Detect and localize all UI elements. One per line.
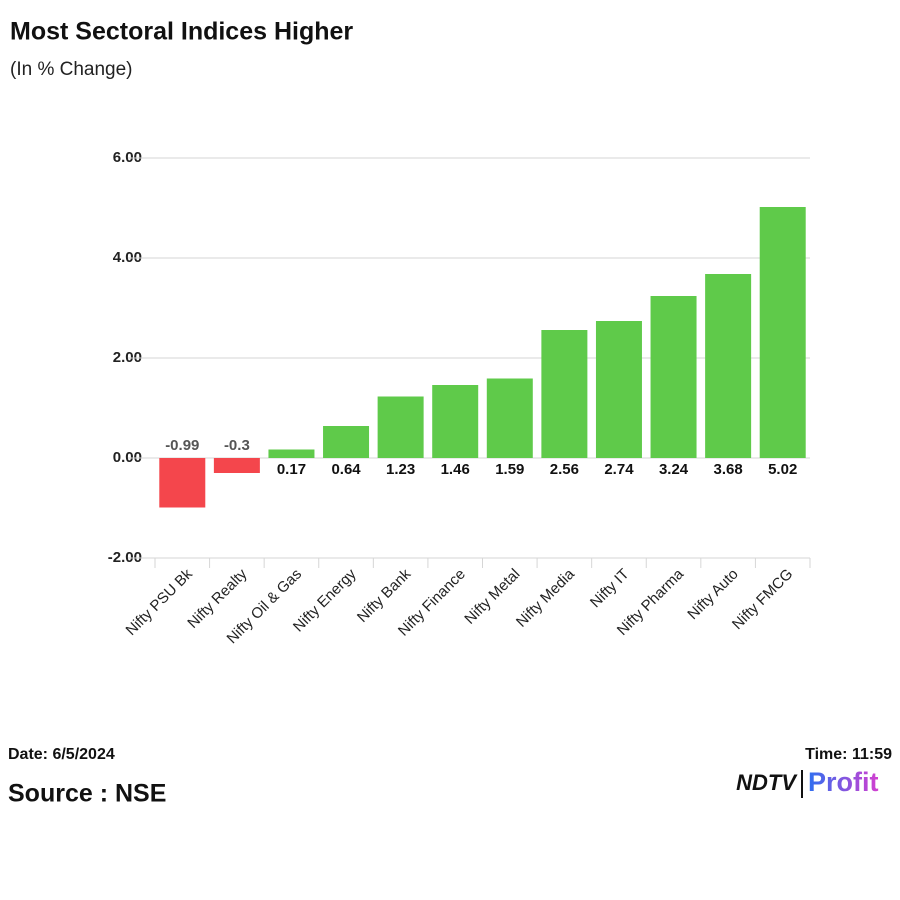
source: Source : NSE bbox=[8, 780, 166, 808]
value-label: 3.24 bbox=[659, 461, 689, 478]
value-label: 1.23 bbox=[386, 461, 415, 478]
bar bbox=[213, 458, 260, 473]
y-tick-label: -2.00 bbox=[108, 549, 142, 566]
value-label: 1.46 bbox=[441, 461, 470, 478]
value-label: 2.74 bbox=[604, 461, 634, 478]
bar bbox=[759, 207, 806, 458]
bar bbox=[595, 321, 642, 458]
value-label: 5.02 bbox=[768, 461, 797, 478]
value-label: 1.59 bbox=[495, 461, 524, 478]
logo-profit: Profit bbox=[808, 767, 879, 797]
bar bbox=[705, 274, 752, 458]
bar bbox=[377, 396, 424, 458]
y-tick-label: 0.00 bbox=[113, 449, 142, 466]
time: Time: 11:59 bbox=[805, 746, 892, 763]
bar bbox=[268, 449, 315, 458]
logo-ndtv: NDTV bbox=[736, 770, 798, 795]
y-tick-label: 6.00 bbox=[113, 149, 142, 166]
value-label: 3.68 bbox=[714, 461, 743, 478]
chart-subtitle: (In % Change) bbox=[10, 59, 133, 80]
value-label: -0.99 bbox=[165, 437, 199, 454]
bar bbox=[486, 378, 533, 458]
bar bbox=[432, 385, 479, 458]
value-label: 0.17 bbox=[277, 461, 306, 478]
bar bbox=[159, 458, 206, 508]
value-label: 2.56 bbox=[550, 461, 579, 478]
bar bbox=[650, 296, 697, 458]
y-tick-label: 2.00 bbox=[113, 349, 142, 366]
bar bbox=[541, 330, 588, 458]
chart-title: Most Sectoral Indices Higher bbox=[10, 18, 353, 46]
value-label: -0.3 bbox=[224, 437, 250, 454]
value-label: 0.64 bbox=[331, 461, 361, 478]
bar bbox=[323, 426, 370, 458]
y-tick-label: 4.00 bbox=[113, 249, 142, 266]
date: Date: 6/5/2024 bbox=[8, 746, 115, 763]
